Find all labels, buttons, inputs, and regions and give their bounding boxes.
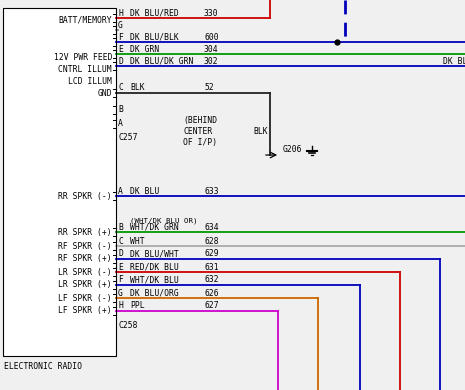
Text: H: H	[118, 301, 123, 310]
Text: 626: 626	[204, 289, 219, 298]
Text: B: B	[118, 223, 123, 232]
Text: G: G	[118, 289, 123, 298]
Text: LF SPKR (+): LF SPKR (+)	[59, 307, 112, 316]
Text: DK BLU/RED: DK BLU/RED	[130, 9, 179, 18]
Text: 633: 633	[204, 186, 219, 195]
Text: A: A	[118, 119, 123, 128]
Text: DK BLU: DK BLU	[130, 186, 159, 195]
Text: 12V PWR FEED: 12V PWR FEED	[53, 53, 112, 62]
Text: PPL: PPL	[130, 301, 145, 310]
Text: LF SPKR (-): LF SPKR (-)	[59, 294, 112, 303]
Text: DK BL: DK BL	[443, 57, 465, 66]
Text: C257: C257	[118, 133, 138, 142]
Text: G: G	[118, 21, 123, 30]
Text: 632: 632	[204, 275, 219, 284]
Text: E: E	[118, 44, 123, 53]
Text: A: A	[118, 186, 123, 195]
Text: RF SPKR (+): RF SPKR (+)	[59, 255, 112, 264]
Text: RR SPKR (-): RR SPKR (-)	[59, 191, 112, 200]
Text: LR SPKR (+): LR SPKR (+)	[59, 280, 112, 289]
Text: C: C	[118, 83, 123, 92]
Text: RED/DK BLU: RED/DK BLU	[130, 262, 179, 271]
Text: (WHT/DK BLU OR): (WHT/DK BLU OR)	[130, 218, 198, 224]
Text: 627: 627	[204, 301, 219, 310]
Text: 304: 304	[204, 44, 219, 53]
Text: 634: 634	[204, 223, 219, 232]
Text: 600: 600	[204, 32, 219, 41]
Text: DK BLU/DK GRN: DK BLU/DK GRN	[130, 57, 193, 66]
Text: D: D	[118, 250, 123, 259]
Text: RF SPKR (-): RF SPKR (-)	[59, 241, 112, 250]
Text: C258: C258	[118, 321, 138, 330]
Text: LCD ILLUM: LCD ILLUM	[68, 76, 112, 85]
Text: DK BLU/BLK: DK BLU/BLK	[130, 32, 179, 41]
Text: GND: GND	[97, 89, 112, 98]
Text: E: E	[118, 262, 123, 271]
Text: C: C	[118, 236, 123, 245]
Text: F: F	[118, 275, 123, 284]
Text: 302: 302	[204, 57, 219, 66]
Text: BATT/MEMORY: BATT/MEMORY	[59, 16, 112, 25]
Text: LR SPKR (-): LR SPKR (-)	[59, 268, 112, 277]
Text: CENTER: CENTER	[183, 126, 212, 135]
Text: DK BLU/ORG: DK BLU/ORG	[130, 289, 179, 298]
Text: 330: 330	[204, 9, 219, 18]
Text: B: B	[118, 106, 123, 115]
Text: (BEHIND: (BEHIND	[183, 115, 217, 124]
Text: RR SPKR (+): RR SPKR (+)	[59, 227, 112, 236]
Text: G206: G206	[283, 145, 303, 154]
Text: DK GRN: DK GRN	[130, 44, 159, 53]
Text: BLK: BLK	[253, 126, 268, 135]
Text: DK BLU/WHT: DK BLU/WHT	[130, 250, 179, 259]
Text: CNTRL ILLUM: CNTRL ILLUM	[59, 66, 112, 74]
Text: OF I/P): OF I/P)	[183, 138, 217, 147]
Text: D: D	[118, 57, 123, 66]
Text: ELECTRONIC RADIO: ELECTRONIC RADIO	[4, 362, 82, 371]
Bar	[3, 8, 116, 356]
Text: 52: 52	[204, 83, 214, 92]
Text: 628: 628	[204, 236, 219, 245]
Text: WHT: WHT	[130, 236, 145, 245]
Text: 631: 631	[204, 262, 219, 271]
Text: WHT/DK BLU: WHT/DK BLU	[130, 275, 179, 284]
Text: 629: 629	[204, 250, 219, 259]
Text: BLK: BLK	[130, 83, 145, 92]
Text: WHT/DK GRN: WHT/DK GRN	[130, 223, 179, 232]
Text: H: H	[118, 9, 123, 18]
Text: F: F	[118, 32, 123, 41]
